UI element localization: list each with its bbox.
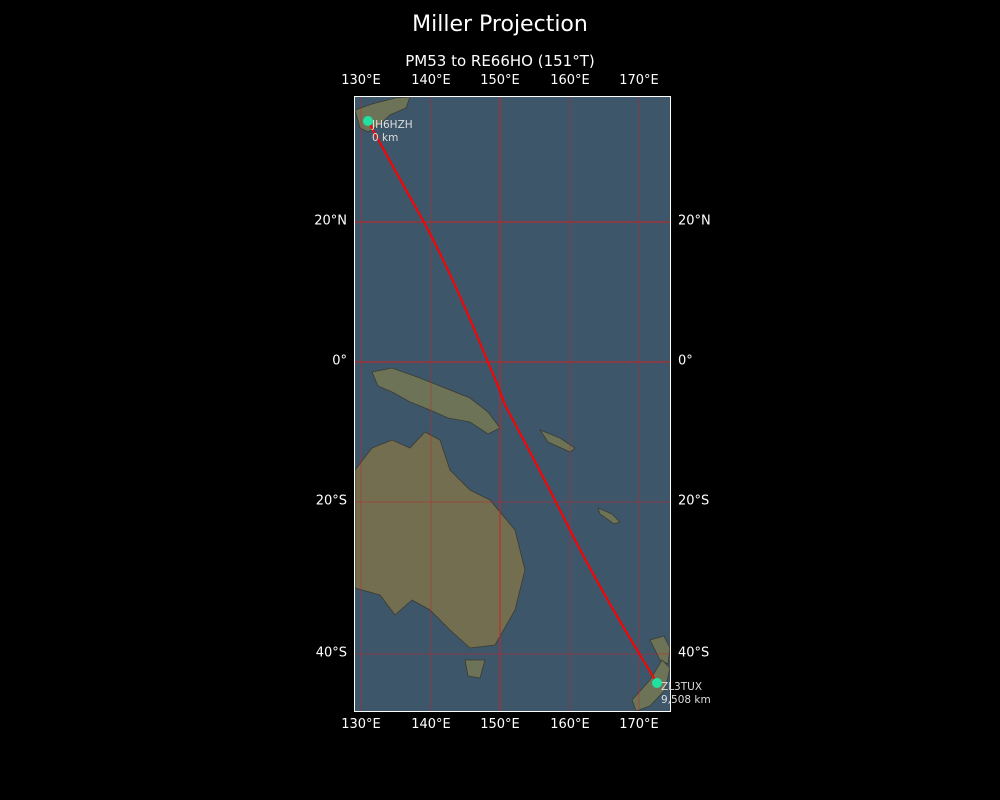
lon-tick-bottom: 160°E [550,717,590,732]
lon-tick-top: 150°E [480,73,520,88]
land-new-guinea [371,367,501,435]
lon-tick-bottom: 130°E [341,717,381,732]
end-distance: 9,508 km [661,694,711,706]
lon-tick-top: 170°E [619,73,659,88]
lat-tick-left: 40°S [315,645,347,661]
map-canvas[interactable] [354,96,671,712]
lon-tick-bottom: 140°E [411,717,451,732]
lat-tick-right: 40°S [678,645,710,661]
start-station-label: JH6HZH 0 km [372,119,413,145]
lon-tick-bottom: 170°E [619,717,659,732]
land-australia [355,431,526,649]
lat-tick-right: 0° [678,353,693,369]
start-distance: 0 km [372,132,399,144]
graticule [355,97,670,711]
lon-tick-top: 130°E [341,73,381,88]
lat-tick-left: 20°S [315,493,347,509]
start-callsign: JH6HZH [372,119,413,131]
land-new-zealand-north [649,635,670,665]
great-circle-route [367,120,658,684]
ocean [355,97,670,711]
lat-tick-left: 20°N [314,213,347,229]
end-station-label: ZL3TUX 9,508 km [661,681,711,707]
map-title: Miller Projection [412,12,588,37]
lat-tick-right: 20°S [678,493,710,509]
start-station-marker [363,116,373,126]
lat-tick-left: 0° [332,353,347,369]
end-callsign: ZL3TUX [661,681,703,693]
lat-tick-right: 20°N [678,213,711,229]
land-solomons [538,429,576,453]
land-new-caledonia [597,507,621,525]
land-tasmania [464,659,486,679]
end-station-marker [652,678,662,688]
lon-tick-top: 140°E [411,73,451,88]
lon-tick-bottom: 150°E [480,717,520,732]
map-subtitle: PM53 to RE66HO (151°T) [405,52,595,70]
lon-tick-top: 160°E [550,73,590,88]
